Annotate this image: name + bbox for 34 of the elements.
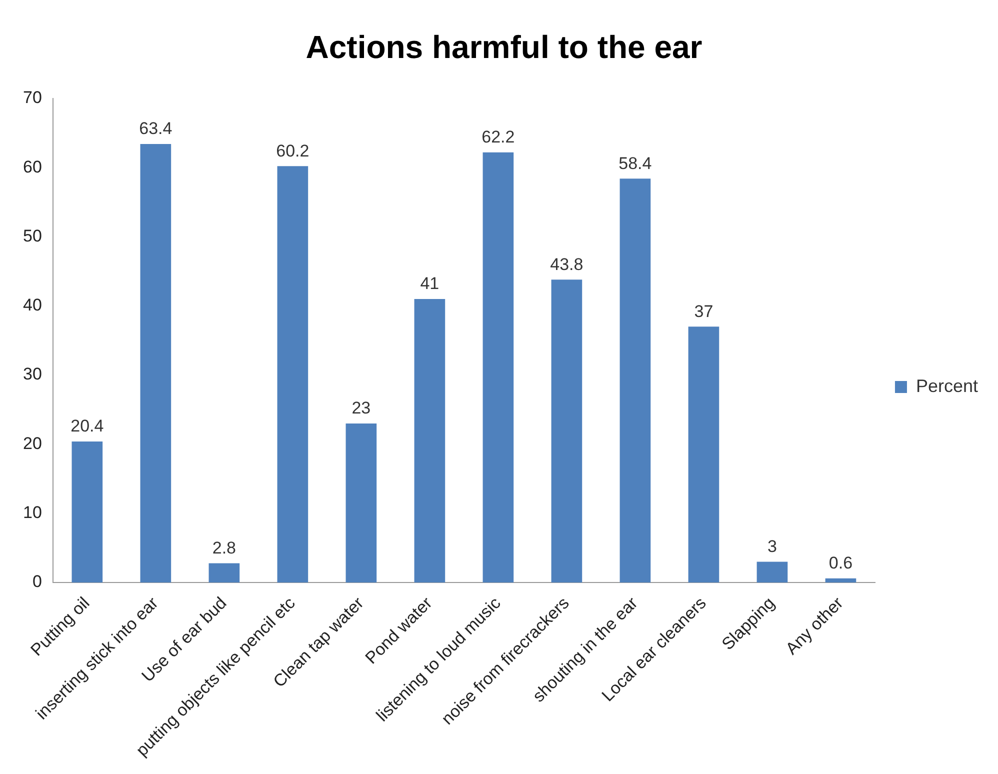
legend-label: Percent xyxy=(916,376,978,396)
bar xyxy=(551,280,582,583)
bar xyxy=(208,563,240,583)
bar xyxy=(688,326,720,583)
bar xyxy=(140,144,172,583)
y-tick-label: 30 xyxy=(22,364,42,384)
y-tick-label: 20 xyxy=(22,434,42,453)
bar xyxy=(825,578,856,583)
bar xyxy=(414,298,446,583)
bar xyxy=(346,423,377,583)
y-tick-label: 50 xyxy=(22,226,42,246)
y-tick-label: 40 xyxy=(22,296,42,315)
data-label: 23 xyxy=(352,398,371,418)
bar xyxy=(72,441,103,583)
data-label: 2.8 xyxy=(212,538,236,558)
bar xyxy=(277,166,308,583)
chart-title: Actions harmful to the ear xyxy=(306,29,702,66)
data-label: 62.2 xyxy=(482,128,515,147)
data-label: 3 xyxy=(767,536,777,556)
data-label: 37 xyxy=(694,302,714,321)
y-tick-label: 10 xyxy=(22,503,42,522)
data-label: 60.2 xyxy=(276,141,310,160)
data-label: 63.4 xyxy=(139,119,172,138)
data-label: 43.8 xyxy=(550,254,584,274)
bar xyxy=(756,562,788,583)
y-tick-label: 70 xyxy=(22,88,42,108)
y-tick-label: 0 xyxy=(32,572,42,592)
bar xyxy=(620,178,651,583)
data-label: 58.4 xyxy=(618,154,652,173)
data-label: 0.6 xyxy=(828,554,853,573)
bar xyxy=(482,152,514,583)
y-tick-label: 60 xyxy=(22,157,42,176)
data-label: 20.4 xyxy=(70,416,104,436)
data-label: 41 xyxy=(420,274,440,294)
